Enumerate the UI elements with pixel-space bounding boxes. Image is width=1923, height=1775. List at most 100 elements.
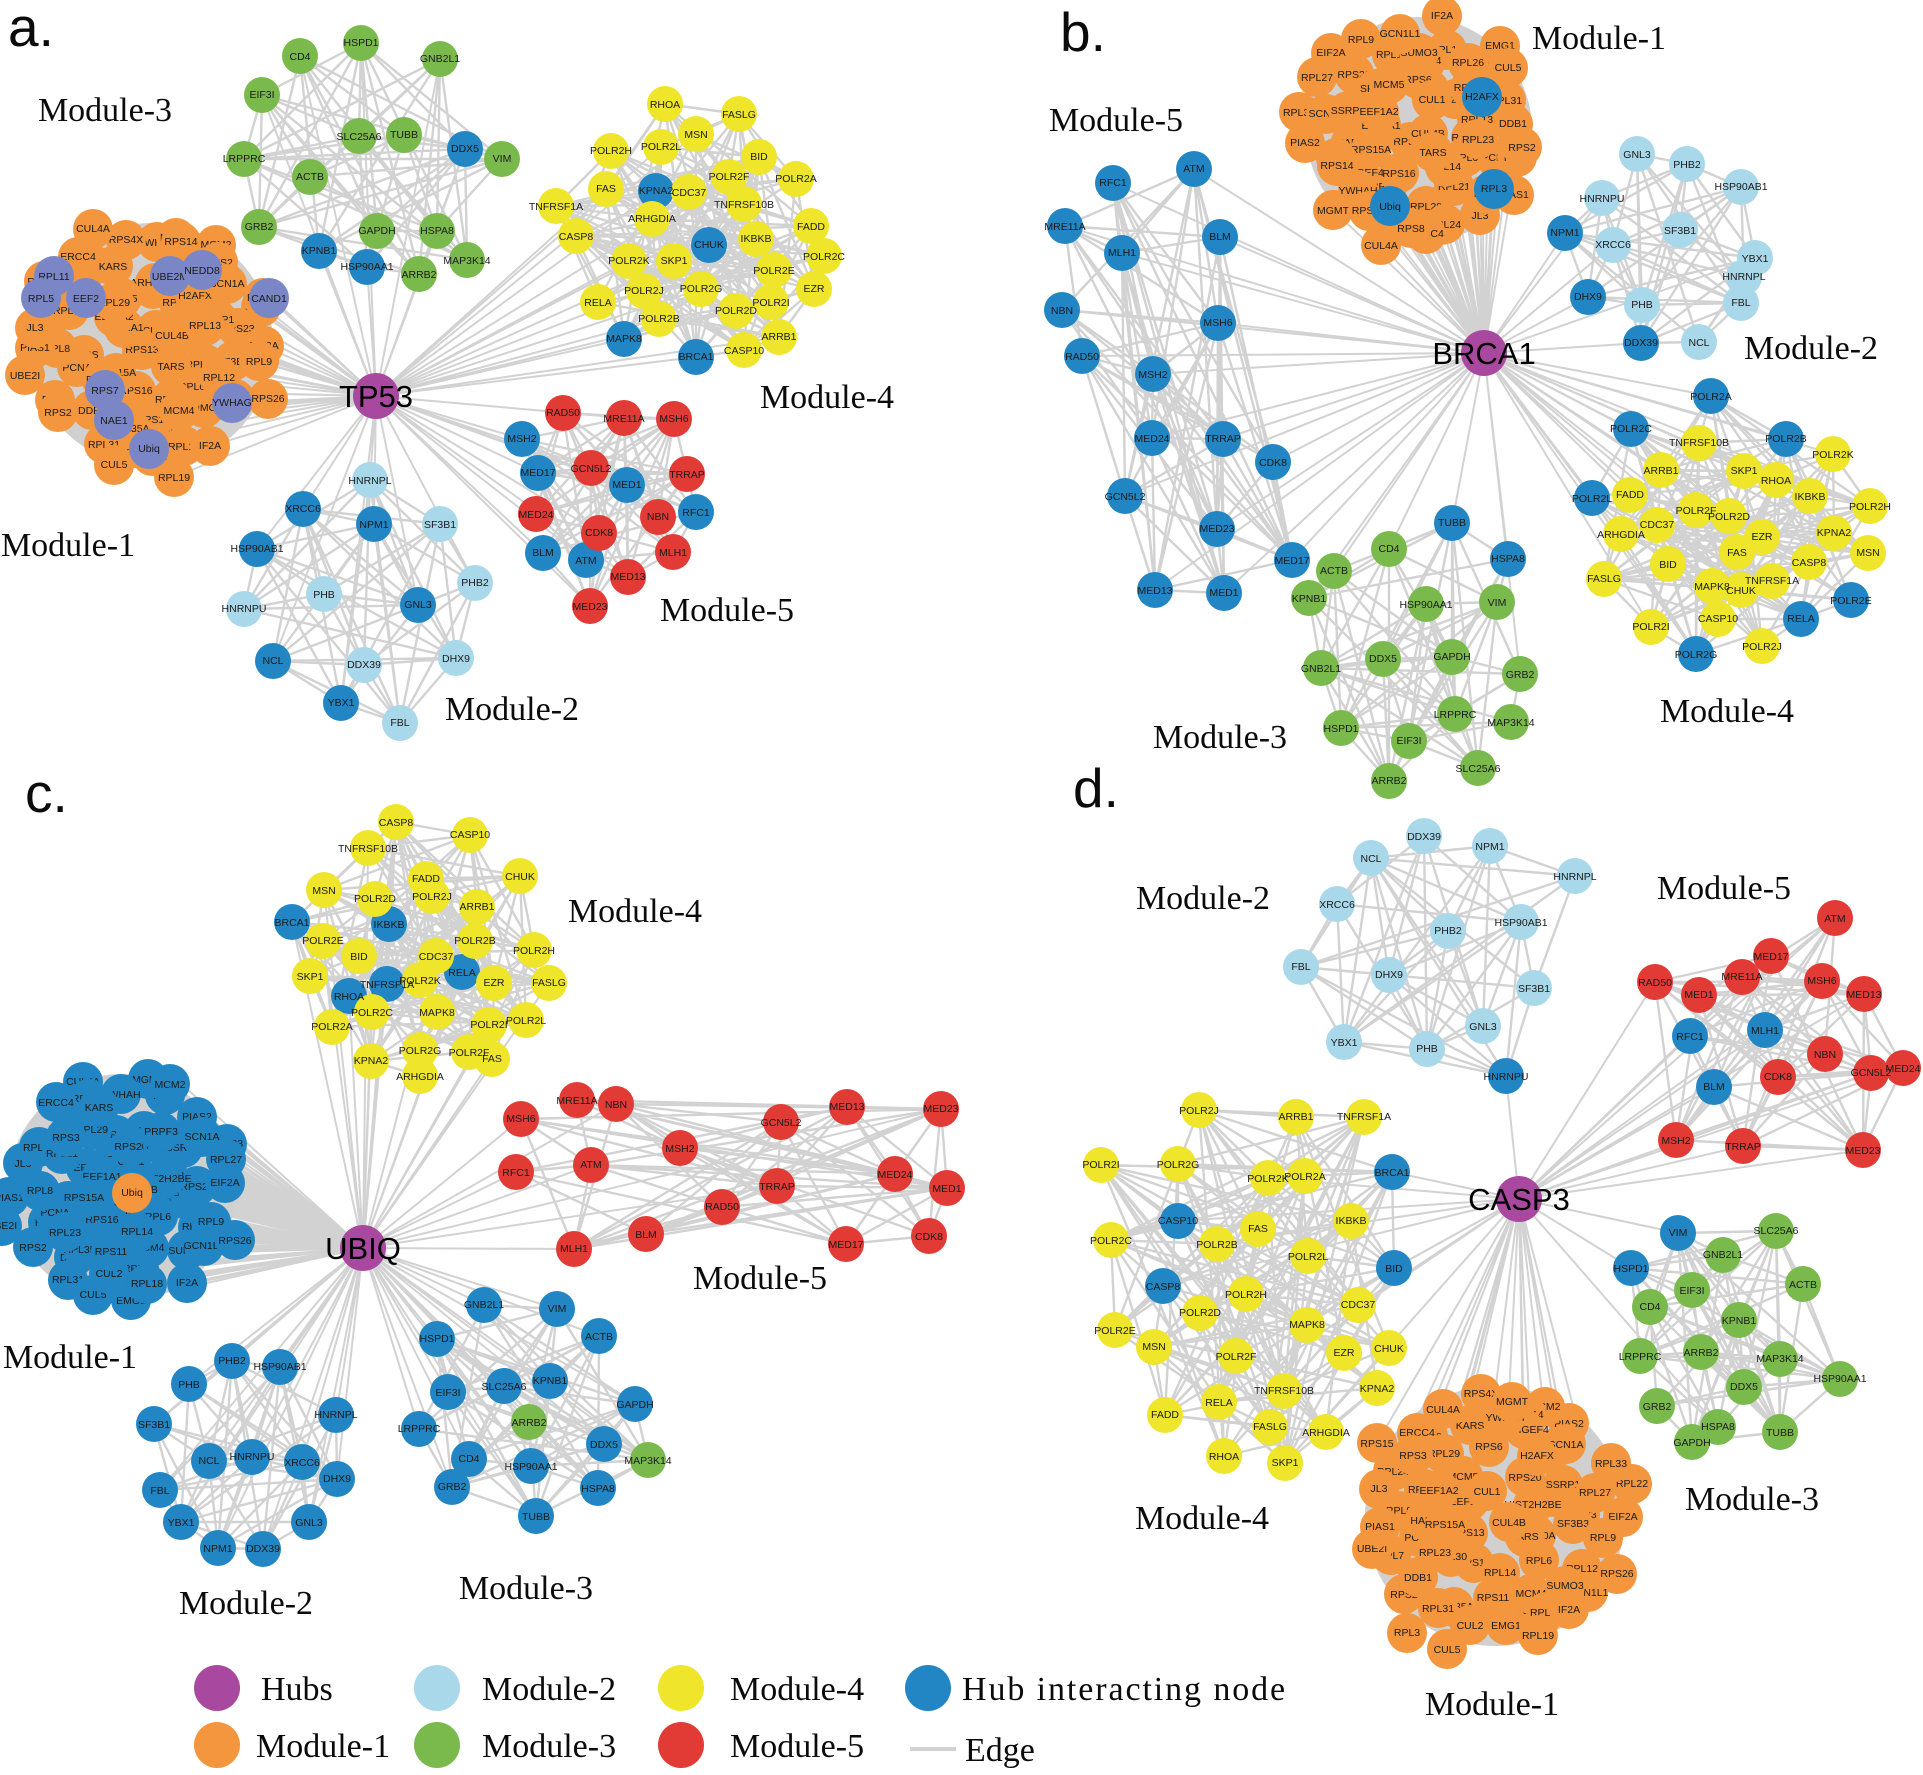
svg-text:HSPA8: HSPA8 [420, 225, 454, 237]
svg-text:CD4: CD4 [1378, 543, 1399, 555]
svg-text:POLR2A: POLR2A [1690, 391, 1731, 403]
svg-text:PHB: PHB [178, 1379, 200, 1391]
svg-text:ARHGDIA: ARHGDIA [1597, 529, 1645, 541]
svg-text:CUL5: CUL5 [1434, 1644, 1461, 1656]
svg-text:POLR2D: POLR2D [354, 893, 396, 905]
svg-text:RAD50: RAD50 [546, 407, 580, 419]
svg-text:Module-1: Module-1 [256, 1728, 390, 1765]
svg-text:Module-3: Module-3 [1685, 1481, 1819, 1518]
svg-text:CDC37: CDC37 [1640, 519, 1675, 531]
svg-text:POLR2G: POLR2G [399, 1045, 442, 1057]
svg-text:EIF3I: EIF3I [1679, 1285, 1704, 1297]
svg-text:Edge: Edge [965, 1732, 1035, 1769]
svg-text:KPNB1: KPNB1 [1292, 593, 1327, 605]
svg-text:POLR2E: POLR2E [302, 935, 343, 947]
svg-text:MED13: MED13 [829, 1101, 864, 1113]
svg-text:RPS2: RPS2 [44, 407, 72, 419]
svg-text:TNFRSF10B: TNFRSF10B [338, 843, 398, 855]
svg-text:POLR2A: POLR2A [311, 1021, 352, 1033]
svg-text:CASP3: CASP3 [1468, 1182, 1570, 1217]
svg-text:CUL2: CUL2 [1457, 1620, 1484, 1632]
svg-text:KPNA2: KPNA2 [1360, 1383, 1395, 1395]
svg-text:DDX39: DDX39 [1624, 337, 1658, 349]
svg-text:MGMT: MGMT [1496, 1396, 1529, 1408]
svg-text:POLR2F: POLR2F [1676, 505, 1717, 517]
svg-text:TNFRSF10B: TNFRSF10B [714, 199, 774, 211]
svg-text:MED24: MED24 [1134, 433, 1169, 445]
svg-text:RELA: RELA [1205, 1397, 1232, 1409]
svg-text:DDB1: DDB1 [1499, 118, 1527, 130]
svg-text:POLR2I: POLR2I [1632, 621, 1669, 633]
svg-text:MCM5: MCM5 [1374, 79, 1405, 91]
svg-text:RPL29: RPL29 [98, 297, 130, 309]
svg-text:Module-3: Module-3 [1153, 719, 1287, 756]
svg-text:RAD50: RAD50 [1638, 977, 1672, 989]
svg-text:KPNB1: KPNB1 [302, 245, 337, 257]
svg-text:EIF2A: EIF2A [1608, 1511, 1637, 1523]
svg-text:XRCC6: XRCC6 [284, 1457, 320, 1469]
svg-text:XRCC6: XRCC6 [285, 503, 321, 515]
svg-text:NCL: NCL [262, 655, 283, 667]
svg-text:UBE2M: UBE2M [152, 271, 188, 283]
svg-text:POLR2J: POLR2J [1179, 1105, 1219, 1117]
svg-text:PHB2: PHB2 [1434, 925, 1462, 937]
svg-text:ARRB2: ARRB2 [1371, 775, 1406, 787]
svg-text:TRRAP: TRRAP [759, 1181, 795, 1193]
svg-text:CASP10: CASP10 [724, 345, 764, 357]
svg-text:DHX9: DHX9 [442, 653, 470, 665]
svg-text:GAPDH: GAPDH [1433, 651, 1470, 663]
svg-text:HSPD1: HSPD1 [419, 1333, 454, 1345]
svg-text:ATM: ATM [1824, 913, 1845, 925]
svg-text:RAD50: RAD50 [705, 1201, 739, 1213]
svg-text:ERCC4: ERCC4 [60, 251, 96, 263]
svg-text:EEF1A2: EEF1A2 [1359, 106, 1398, 118]
svg-text:RPS15A: RPS15A [1425, 1519, 1465, 1531]
svg-text:POLR2C: POLR2C [1090, 1235, 1132, 1247]
svg-text:TARS: TARS [1419, 147, 1446, 159]
svg-text:TRRAP: TRRAP [1725, 1141, 1761, 1153]
svg-text:ATM: ATM [580, 1159, 601, 1171]
svg-text:MLH1: MLH1 [1108, 247, 1136, 259]
svg-text:POLR2H: POLR2H [590, 145, 632, 157]
svg-text:HSPA8: HSPA8 [1491, 553, 1525, 565]
svg-text:LRPPRC: LRPPRC [223, 153, 266, 165]
svg-text:NPM1: NPM1 [1475, 841, 1504, 853]
svg-text:SLC25A6: SLC25A6 [1754, 1225, 1799, 1237]
svg-text:NBN: NBN [647, 511, 669, 523]
svg-text:FAS: FAS [1727, 547, 1747, 559]
svg-text:RPL5: RPL5 [28, 293, 54, 305]
svg-text:a.: a. [8, 0, 54, 58]
svg-text:HSP90AA1: HSP90AA1 [340, 261, 393, 273]
svg-text:POLR2L: POLR2L [1288, 1251, 1328, 1263]
svg-text:ARRB2: ARRB2 [401, 269, 436, 281]
svg-text:GNL3: GNL3 [404, 599, 432, 611]
svg-text:POLR2J: POLR2J [624, 285, 664, 297]
svg-text:d.: d. [1073, 757, 1119, 819]
svg-text:MED23: MED23 [923, 1103, 958, 1115]
svg-text:RPS8: RPS8 [1397, 223, 1425, 235]
svg-text:PHB2: PHB2 [1673, 159, 1701, 171]
svg-text:ARHGDIA: ARHGDIA [396, 1071, 444, 1083]
svg-text:GCN1L1: GCN1L1 [1380, 28, 1421, 40]
svg-text:H2AFX: H2AFX [1465, 91, 1499, 103]
svg-text:KPNB1: KPNB1 [1722, 1315, 1757, 1327]
svg-text:Module-2: Module-2 [1744, 330, 1878, 367]
svg-text:CHUK: CHUK [505, 871, 535, 883]
svg-text:HNRNPL: HNRNPL [1722, 271, 1765, 283]
svg-text:MAP3K14: MAP3K14 [1756, 1353, 1803, 1365]
svg-text:VIM: VIM [493, 153, 512, 165]
svg-text:TUBB: TUBB [1766, 1427, 1794, 1439]
svg-text:CASP8: CASP8 [559, 231, 594, 243]
svg-text:HNRNPL: HNRNPL [1553, 871, 1596, 883]
svg-text:Module-4: Module-4 [1135, 1500, 1269, 1537]
svg-text:IF2A: IF2A [199, 440, 221, 452]
svg-text:TUBB: TUBB [390, 129, 418, 141]
svg-text:KARS: KARS [85, 1102, 114, 1114]
svg-text:CASP8: CASP8 [1146, 1281, 1181, 1293]
svg-text:RPL27: RPL27 [1301, 72, 1333, 84]
svg-text:CUL4B: CUL4B [155, 330, 189, 342]
svg-text:FASLG: FASLG [1587, 573, 1621, 585]
svg-text:UBE2I: UBE2I [10, 370, 40, 382]
svg-text:MED17: MED17 [828, 1239, 863, 1251]
svg-text:RPS2: RPS2 [1508, 142, 1536, 154]
